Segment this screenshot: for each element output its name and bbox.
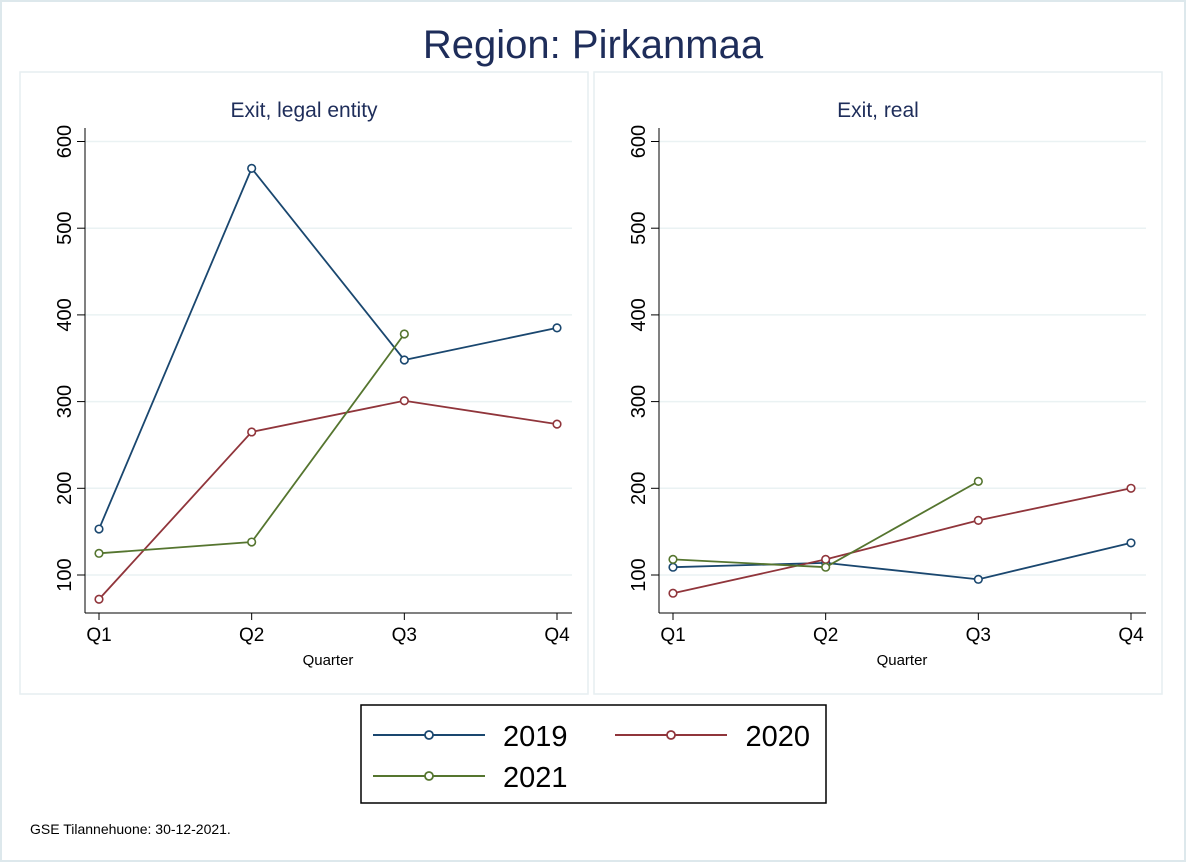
legend-swatch-marker <box>424 771 434 781</box>
data-point-2021 <box>94 548 104 558</box>
y-tick-label: 500 <box>628 212 650 245</box>
y-tick-label: 500 <box>54 212 76 245</box>
data-point-2020 <box>94 594 104 604</box>
x-tick-label: Q4 <box>544 625 570 646</box>
data-point-2019 <box>668 562 678 572</box>
series-2019 <box>668 538 1136 584</box>
data-point-2019 <box>399 355 409 365</box>
panel-title: Exit, legal entity <box>230 99 378 122</box>
panel-2: Exit, real 100 200 300 400 500 600 Q1 Q2 Q3 Q4 Quar… <box>593 71 1163 695</box>
y-tick-label: 100 <box>54 558 76 591</box>
panel-1: Exit, legal entity 100 200 300 400 500 600 Q1 Q2… <box>19 71 589 695</box>
legend: 2019 2020 2021 <box>360 704 827 804</box>
y-tick-label: 400 <box>54 298 76 331</box>
y-tick-label: 600 <box>628 125 650 158</box>
legend-item-2020: 2020 <box>615 721 810 753</box>
x-axis-label: Quarter <box>877 652 928 669</box>
y-tick-label: 200 <box>54 472 76 505</box>
legend-swatch-marker <box>666 730 676 740</box>
y-tick-label: 100 <box>628 558 650 591</box>
x-tick-label: Q2 <box>239 625 264 646</box>
data-point-2019 <box>552 323 562 333</box>
panel-title: Exit, real <box>837 99 919 122</box>
data-point-2020 <box>668 588 678 598</box>
panel-frame <box>593 71 1163 695</box>
legend-label: 2020 <box>745 721 810 753</box>
data-point-2021 <box>973 476 983 486</box>
data-point-2021 <box>821 562 831 572</box>
series-line-2019 <box>98 166 558 530</box>
chart-note: GSE Tilannehuone: 30-12-2021. <box>30 821 231 837</box>
legend-label: 2019 <box>503 721 568 753</box>
y-tick-label: 600 <box>54 125 76 158</box>
x-tick-label: Q2 <box>813 625 838 646</box>
series-line-2020 <box>672 487 1132 595</box>
x-axis-label: Quarter <box>303 652 354 669</box>
data-point-2020 <box>821 554 831 564</box>
y-tick-label: 300 <box>54 385 76 418</box>
data-point-2021 <box>399 329 409 339</box>
data-point-2020 <box>247 427 257 437</box>
legend-item-2019: 2019 <box>373 721 568 753</box>
data-point-2019 <box>973 574 983 584</box>
legend-swatch-marker <box>424 730 434 740</box>
data-point-2020 <box>399 396 409 406</box>
x-tick-label: Q3 <box>392 625 417 646</box>
series-2021 <box>668 476 983 572</box>
data-point-2021 <box>668 554 678 564</box>
series-line-2019 <box>672 542 1132 581</box>
y-tick-label: 200 <box>628 472 650 505</box>
x-tick-label: Q3 <box>966 625 991 646</box>
series-2020 <box>668 483 1136 598</box>
data-point-2019 <box>94 524 104 534</box>
chart-title: Region: Pirkanmaa <box>423 23 764 67</box>
legend-box <box>360 704 827 804</box>
data-point-2019 <box>1126 538 1136 548</box>
data-point-2021 <box>247 537 257 547</box>
series-2021 <box>94 329 409 558</box>
y-tick-label: 300 <box>628 385 650 418</box>
x-tick-label: Q4 <box>1118 625 1144 646</box>
series-2020 <box>94 396 562 604</box>
legend-label: 2021 <box>503 762 568 794</box>
data-point-2020 <box>1126 483 1136 493</box>
panel-frame <box>19 71 589 695</box>
x-tick-label: Q1 <box>86 625 111 646</box>
y-tick-label: 400 <box>628 298 650 331</box>
series-line-2020 <box>98 399 558 600</box>
legend-item-2021: 2021 <box>373 762 568 794</box>
data-point-2019 <box>247 163 257 173</box>
x-tick-label: Q1 <box>660 625 685 646</box>
series-2019 <box>94 163 562 534</box>
data-point-2020 <box>973 515 983 525</box>
data-point-2020 <box>552 419 562 429</box>
